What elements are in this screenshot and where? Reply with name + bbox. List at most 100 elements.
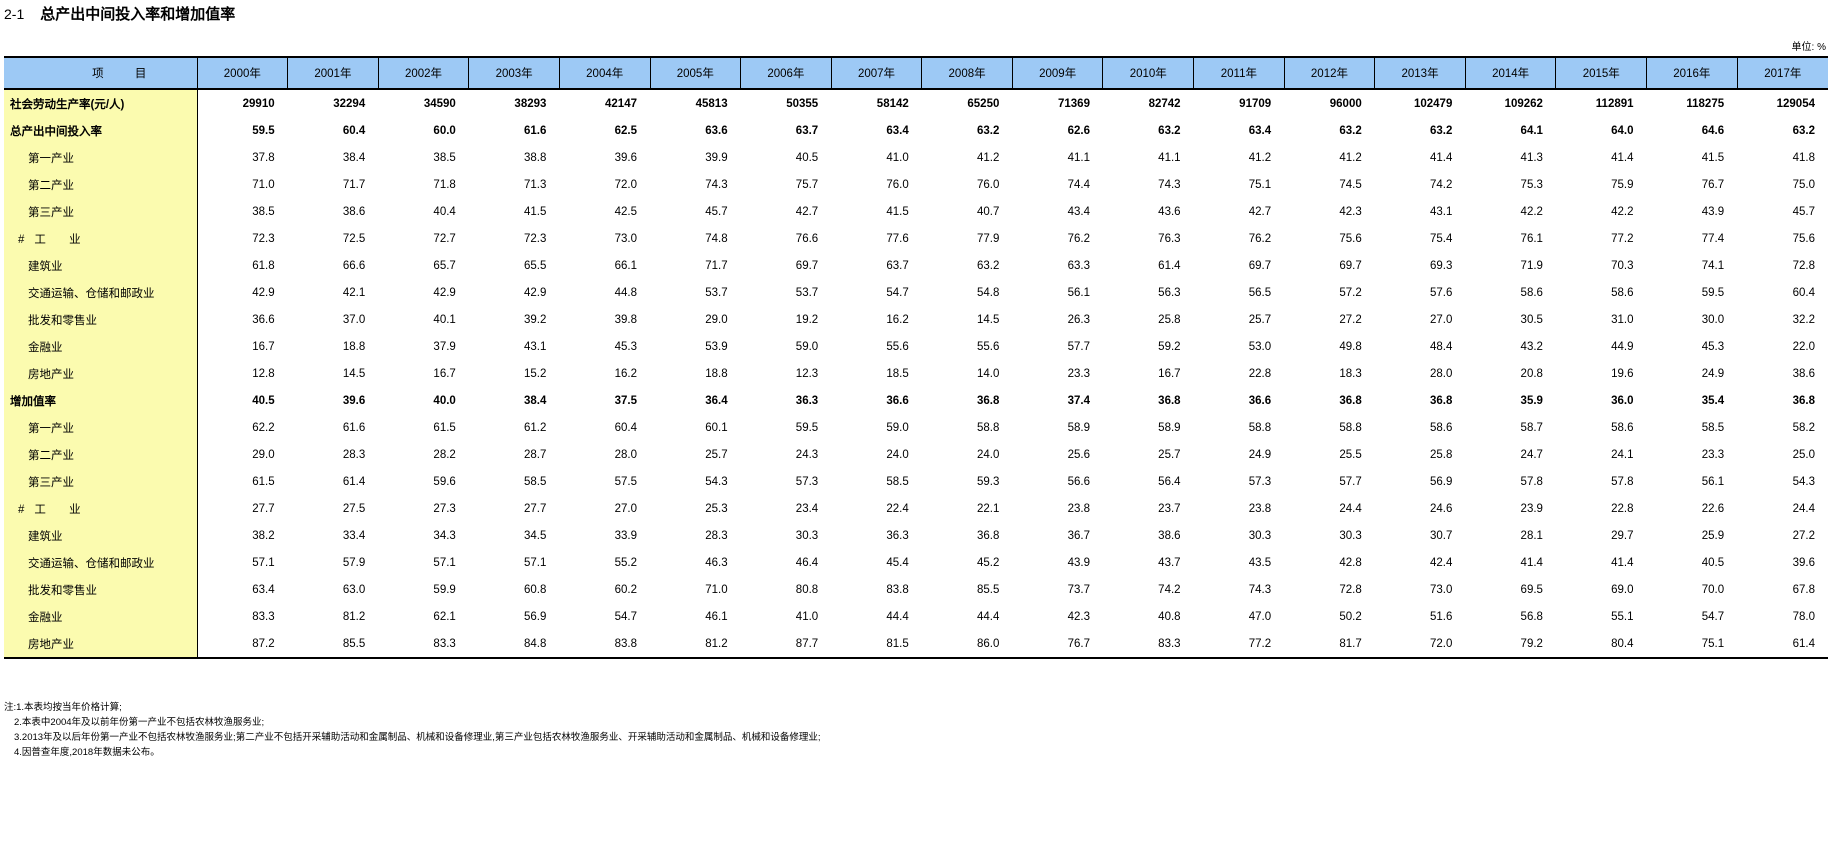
table-cell: 57.7 <box>1012 333 1103 360</box>
table-cell: 18.5 <box>831 360 922 387</box>
table-cell: 61.4 <box>1737 630 1828 659</box>
table-title-text: 总产出中间投入率和增加值率 <box>40 6 236 23</box>
table-cell: 69.0 <box>1555 576 1647 603</box>
table-cell: 63.2 <box>1102 117 1194 144</box>
row-label: 交通运输、仓储和邮政业 <box>4 279 198 306</box>
table-cell: 44.4 <box>831 603 922 630</box>
table-cell: 58.6 <box>1374 414 1466 441</box>
table-cell: 44.8 <box>559 279 650 306</box>
table-cell: 50355 <box>740 89 832 117</box>
table-cell: 16.2 <box>831 306 922 333</box>
table-cell: 16.2 <box>559 360 650 387</box>
table-cell: 63.4 <box>197 576 288 603</box>
table-cell: 85.5 <box>287 630 379 659</box>
table-cell: 56.1 <box>1646 468 1738 495</box>
table-cell: 42.8 <box>1284 549 1375 576</box>
column-header-year-2013: 2013年 <box>1374 56 1466 90</box>
table-cell: 23.4 <box>740 495 832 522</box>
table-cell: 41.1 <box>1012 144 1103 171</box>
table-cell: 76.6 <box>740 225 832 252</box>
table-cell: 72.7 <box>378 225 469 252</box>
table-cell: 72.3 <box>468 225 560 252</box>
table-cell: 87.7 <box>740 630 832 659</box>
table-cell: 64.1 <box>1465 117 1556 144</box>
table-cell: 83.3 <box>1102 630 1194 659</box>
table-cell: 25.6 <box>1012 441 1103 468</box>
table-row: 增加值率 40.5 39.6 40.0 38.4 37.5 36.4 36.3 36.6 36.8… <box>4 387 1828 414</box>
table-cell: 40.7 <box>921 198 1013 225</box>
data-table: 项 目 2000年 2001年 2002年 2003年 2004年 2005年 2006年 2… <box>4 56 1828 659</box>
table-cell: 45813 <box>650 89 741 117</box>
table-cell: 58142 <box>831 89 922 117</box>
table-cell: 63.2 <box>1374 117 1466 144</box>
table-cell: 46.3 <box>650 549 741 576</box>
table-cell: 27.0 <box>559 495 650 522</box>
footnote-line: 3.2013年及以后年份第一产业不包括农林牧渔服务业;第二产业不包括开采辅助活动… <box>14 732 821 743</box>
table-row: 第二产业 71.0 71.7 71.8 71.3 72.0 74.3 75.7 76.0 76.0… <box>4 171 1828 198</box>
table-cell: 30.7 <box>1374 522 1466 549</box>
table-row: 房地产业 12.8 14.5 16.7 15.2 16.2 18.8 12.3 18.5 14.0… <box>4 360 1828 387</box>
table-cell: 36.4 <box>650 387 741 414</box>
table-cell: 43.1 <box>468 333 560 360</box>
table-cell: 16.7 <box>1102 360 1194 387</box>
footnote-line: 注:1.本表均按当年价格计算; <box>4 702 122 713</box>
table-cell: 42.3 <box>1284 198 1375 225</box>
table-row: 总产出中间投入率 59.5 60.4 60.0 61.6 62.5 63.6 63.7 63.4… <box>4 117 1828 144</box>
table-cell: 75.6 <box>1737 225 1828 252</box>
table-cell: 40.1 <box>378 306 469 333</box>
table-cell: 54.7 <box>559 603 650 630</box>
table-cell: 36.8 <box>1284 387 1375 414</box>
table-row: 第三产业 38.5 38.6 40.4 41.5 42.5 45.7 42.7 41.5 40.7… <box>4 198 1828 225</box>
table-cell: 76.2 <box>1012 225 1103 252</box>
table-cell: 36.6 <box>831 387 922 414</box>
table-cell: 19.6 <box>1555 360 1647 387</box>
table-cell: 35.9 <box>1465 387 1556 414</box>
table-cell: 48.4 <box>1374 333 1466 360</box>
table-cell: 53.9 <box>650 333 741 360</box>
column-header-year-2001: 2001年 <box>287 56 379 90</box>
table-cell: 74.2 <box>1102 576 1194 603</box>
table-cell: 29910 <box>197 89 288 117</box>
table-cell: 61.2 <box>468 414 560 441</box>
table-cell: 60.4 <box>1737 279 1828 306</box>
table-cell: 22.8 <box>1555 495 1647 522</box>
table-cell: 57.8 <box>1555 468 1647 495</box>
table-cell: 57.7 <box>1284 468 1375 495</box>
table-cell: 61.8 <box>197 252 288 279</box>
table-cell: 64.6 <box>1646 117 1738 144</box>
table-cell: 54.7 <box>1646 603 1738 630</box>
table-cell: 36.8 <box>921 522 1013 549</box>
table-cell: 40.4 <box>378 198 469 225</box>
table-cell: 41.5 <box>468 198 560 225</box>
table-cell: 36.3 <box>831 522 922 549</box>
column-header-year-2014: 2014年 <box>1464 56 1557 90</box>
table-cell: 44.9 <box>1555 333 1647 360</box>
table-cell: 69.5 <box>1465 576 1556 603</box>
table-cell: 22.4 <box>831 495 922 522</box>
table-cell: 55.1 <box>1555 603 1647 630</box>
table-cell: 28.7 <box>468 441 560 468</box>
table-cell: 24.1 <box>1555 441 1647 468</box>
table-cell: 41.8 <box>1737 144 1828 171</box>
table-cell: 42.2 <box>1555 198 1647 225</box>
table-row: 交通运输、仓储和邮政业 57.1 57.9 57.1 57.1 55.2 46.3 46.4 4… <box>4 549 1828 576</box>
table-cell: 58.6 <box>1555 279 1647 306</box>
table-cell: 74.8 <box>650 225 741 252</box>
column-header-item: 项 目 <box>4 56 198 90</box>
table-cell: 87.2 <box>197 630 288 659</box>
table-cell: 74.3 <box>1102 171 1194 198</box>
table-cell: 58.8 <box>1193 414 1285 441</box>
table-cell: 43.1 <box>1374 198 1466 225</box>
table-cell: 61.6 <box>287 414 379 441</box>
table-cell: 59.0 <box>740 333 832 360</box>
table-cell: 24.3 <box>740 441 832 468</box>
table-cell: 118275 <box>1646 89 1738 117</box>
table-cell: 18.8 <box>287 333 379 360</box>
row-label: 第一产业 <box>4 414 198 441</box>
row-label: #工 业 <box>4 225 198 252</box>
table-cell: 47.0 <box>1193 603 1285 630</box>
table-cell: 74.5 <box>1284 171 1375 198</box>
table-cell: 22.6 <box>1646 495 1738 522</box>
table-cell: 23.9 <box>1465 495 1556 522</box>
table-row: 第一产业 62.2 61.6 61.5 61.2 60.4 60.1 59.5 59.0 58.8… <box>4 414 1828 441</box>
